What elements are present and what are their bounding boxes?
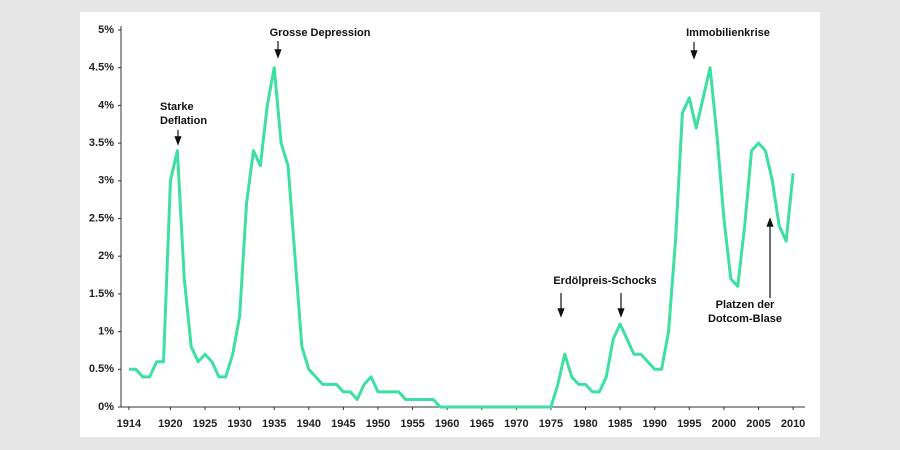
y-tick-label: 0% — [98, 401, 114, 413]
x-tick-label: 1914 — [117, 418, 142, 430]
x-tick-label: 1955 — [400, 418, 424, 430]
data-line — [128, 66, 795, 409]
panel — [80, 12, 820, 437]
annotation: Grosse Depression — [269, 27, 371, 39]
x-tick-label: 1960 — [435, 418, 459, 430]
y-tick-label: 4% — [98, 99, 114, 111]
x-tick-label: 1985 — [608, 418, 632, 430]
x-tick-label: 1945 — [331, 418, 355, 430]
y-tick-label: 2% — [98, 250, 114, 262]
annotation: Starke Deflation — [160, 101, 208, 127]
x-tick-label: 1940 — [297, 418, 321, 430]
y-tick-label: 1% — [98, 326, 114, 338]
y-tick-label: 5% — [98, 24, 114, 36]
x-tick-label: 1950 — [366, 418, 390, 430]
x-tick-label: 1970 — [504, 418, 528, 430]
x-tick-label: 2005 — [746, 418, 770, 430]
annotation: Immobilienkrise — [686, 27, 770, 39]
x-tick-label: 1925 — [193, 418, 217, 430]
x-tick-label: 1980 — [573, 418, 597, 430]
arrows — [174, 41, 774, 318]
x-tick-label: 1965 — [470, 418, 494, 430]
x-tick-label: 1990 — [642, 418, 666, 430]
y-tick-label: 3% — [98, 175, 114, 187]
y-tick-label: 1.5% — [89, 288, 114, 300]
x-tick-label: 1975 — [539, 418, 563, 430]
y-tick-label: 2.5% — [89, 212, 114, 224]
y-tick-label: 3.5% — [89, 137, 114, 149]
x-tick-label: 2010 — [781, 418, 805, 430]
x-tick-label: 1930 — [227, 418, 251, 430]
x-tick-label: 2000 — [712, 418, 736, 430]
x-tick-label: 1920 — [158, 418, 182, 430]
y-tick-label: 0.5% — [89, 363, 114, 375]
annotation: Erdölpreis-Schocks — [553, 275, 657, 287]
annotation: Platzen der Dotcom-Blase — [708, 299, 782, 325]
x-tick-label: 1995 — [677, 418, 701, 430]
x-tick-label: 1935 — [262, 418, 286, 430]
y-tick-label: 4.5% — [89, 62, 114, 74]
